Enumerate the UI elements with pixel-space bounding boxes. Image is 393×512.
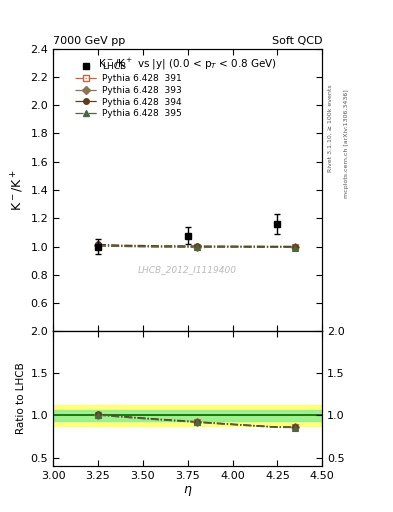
- Text: mcplots.cern.ch [arXiv:1306.3436]: mcplots.cern.ch [arXiv:1306.3436]: [344, 89, 349, 198]
- Y-axis label: Ratio to LHCB: Ratio to LHCB: [16, 362, 26, 435]
- Text: K$^-$/K$^+$ vs |y| (0.0 < p$_T$ < 0.8 GeV): K$^-$/K$^+$ vs |y| (0.0 < p$_T$ < 0.8 Ge…: [98, 57, 277, 72]
- Text: Rivet 3.1.10, ≥ 100k events: Rivet 3.1.10, ≥ 100k events: [328, 84, 333, 172]
- Y-axis label: K$^-$/K$^+$: K$^-$/K$^+$: [10, 169, 26, 211]
- Bar: [53, 410, 322, 421]
- X-axis label: $\eta$: $\eta$: [183, 483, 193, 498]
- Bar: [53, 404, 322, 425]
- Text: Soft QCD: Soft QCD: [272, 36, 322, 46]
- Text: 7000 GeV pp: 7000 GeV pp: [53, 36, 125, 46]
- Legend: LHCB, Pythia 6.428  391, Pythia 6.428  393, Pythia 6.428  394, Pythia 6.428  395: LHCB, Pythia 6.428 391, Pythia 6.428 393…: [71, 59, 185, 122]
- Text: LHCB_2012_I1119400: LHCB_2012_I1119400: [138, 265, 237, 273]
